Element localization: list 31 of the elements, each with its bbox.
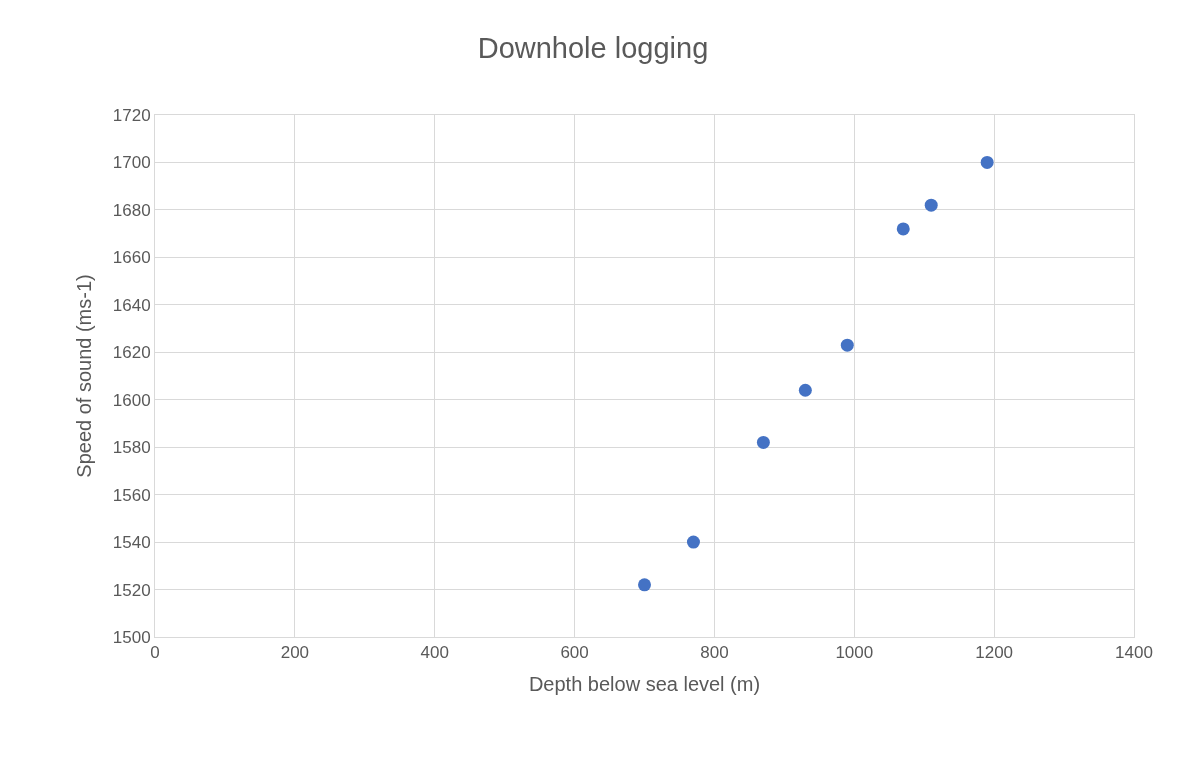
x-tick-label: 600 — [560, 643, 589, 663]
x-axis-title: Depth below sea level (m) — [528, 672, 761, 695]
y-tick-label: 1540 — [112, 533, 151, 553]
point — [756, 435, 770, 449]
y-tick-label: 1700 — [112, 153, 151, 173]
x-tick-label: 0 — [150, 643, 160, 663]
point — [980, 155, 994, 169]
x-tick-label: 1200 — [975, 643, 1014, 663]
y-tick-label: 1640 — [112, 295, 151, 315]
y-tick-label: 1660 — [112, 248, 151, 268]
y-tick-label: 1560 — [112, 485, 151, 505]
y-tick-label: 1720 — [112, 105, 151, 125]
y-tick-label: 1620 — [112, 343, 151, 363]
y-tick-label: 1600 — [112, 390, 151, 410]
point — [638, 578, 651, 592]
y-tick-label: 1580 — [112, 438, 151, 458]
x-tick-label: 800 — [700, 643, 729, 663]
y-tick-label: 1500 — [112, 627, 151, 647]
x-tick-label: 200 — [280, 643, 310, 663]
chart-title: Downhole logging — [477, 32, 709, 65]
y-axis-title: Speed of sound (ms-1) — [73, 274, 96, 478]
point — [798, 383, 812, 397]
y-tick-label: 1680 — [112, 200, 151, 220]
point — [686, 535, 700, 549]
x-tick-label: 400 — [420, 643, 449, 663]
x-tick-label: 1400 — [1115, 643, 1153, 663]
point — [924, 198, 938, 212]
x-tick-label: 1000 — [835, 643, 874, 663]
point — [840, 338, 854, 352]
point — [896, 222, 910, 236]
y-tick-label: 1520 — [112, 580, 151, 600]
